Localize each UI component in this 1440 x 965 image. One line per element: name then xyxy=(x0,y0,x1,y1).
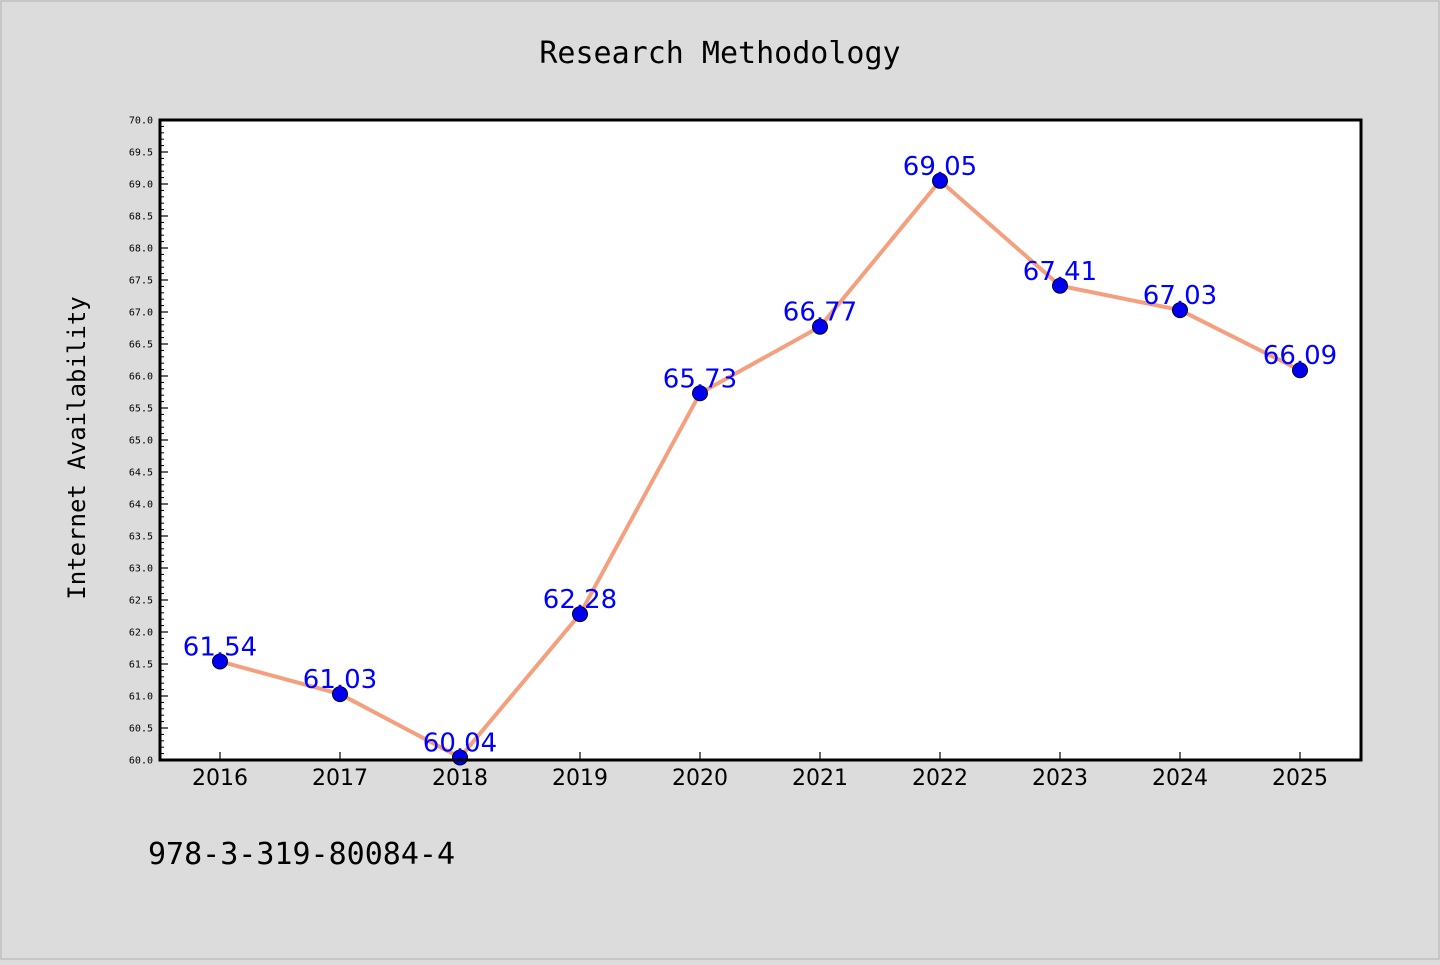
data-value-label: 62.28 xyxy=(543,585,617,615)
y-tick-label: 65.5 xyxy=(129,404,153,415)
y-tick-label: 64.5 xyxy=(129,468,153,479)
x-tick-label: 2017 xyxy=(312,766,368,791)
data-value-label: 60.04 xyxy=(423,728,497,758)
data-point-marker xyxy=(1052,277,1068,294)
data-point-marker xyxy=(1292,362,1308,379)
data-point-marker xyxy=(692,385,708,402)
data-value-label: 66.09 xyxy=(1263,341,1337,371)
data-point-marker xyxy=(332,686,348,703)
x-tick-label: 2025 xyxy=(1272,766,1328,791)
x-tick-label: 2023 xyxy=(1032,766,1088,791)
data-value-label: 67.03 xyxy=(1143,281,1217,311)
x-axis-ticks: 2016 2017 2018 2019 2020 2021 2022 2023 2024 2025 xyxy=(192,752,1328,791)
data-label-layer: 61.54 61.03 60.04 62.28 65.73 66.77 69.05 67.41… xyxy=(183,152,1337,759)
y-tick-label: 68.5 xyxy=(129,212,153,223)
y-tick-label: 60.5 xyxy=(129,724,153,735)
y-tick-label: 66.0 xyxy=(129,372,153,383)
data-point-marker xyxy=(572,606,588,623)
y-tick-label: 61.5 xyxy=(129,660,153,671)
y-tick-label: 69.5 xyxy=(129,148,153,159)
y-tick-label: 61.0 xyxy=(129,692,153,703)
y-axis-label: Internet Availability xyxy=(63,296,91,599)
y-tick-label: 60.0 xyxy=(129,756,153,767)
x-tick-label: 2024 xyxy=(1152,766,1208,791)
data-value-label: 69.05 xyxy=(903,152,977,182)
plot-frame xyxy=(158,118,1363,762)
y-tick-label: 63.5 xyxy=(129,532,153,543)
y-tick-label: 66.5 xyxy=(129,340,153,351)
data-point-marker xyxy=(1172,302,1188,319)
series-line xyxy=(218,178,1302,760)
data-value-label: 66.77 xyxy=(783,298,857,328)
y-tick-label: 62.0 xyxy=(129,628,153,639)
x-tick-label: 2019 xyxy=(552,766,608,791)
y-tick-label: 64.0 xyxy=(129,500,153,511)
y-tick-label: 62.5 xyxy=(129,596,153,607)
data-point-marker xyxy=(812,318,828,335)
footer-isbn: 978-3-319-80084-4 xyxy=(148,837,455,872)
x-tick-label: 2022 xyxy=(912,766,968,791)
data-value-label: 65.73 xyxy=(663,364,737,394)
data-value-label: 61.03 xyxy=(303,665,377,695)
y-tick-label: 63.0 xyxy=(129,564,153,575)
series-layer xyxy=(212,172,1308,766)
y-tick-label: 69.0 xyxy=(129,180,153,191)
x-tick-label: 2018 xyxy=(432,766,488,791)
y-tick-label: 70.0 xyxy=(129,116,153,127)
x-tick-label: 2016 xyxy=(192,766,248,791)
x-tick-label: 2021 xyxy=(792,766,848,791)
data-point-marker xyxy=(932,172,948,189)
y-tick-label: 67.5 xyxy=(129,276,153,287)
data-value-label: 67.41 xyxy=(1023,257,1097,287)
y-tick-label: 67.0 xyxy=(129,308,153,319)
data-point-marker xyxy=(212,653,228,670)
plot-area xyxy=(160,120,1361,760)
chart-title: Research Methodology xyxy=(539,36,900,71)
x-tick-label: 2020 xyxy=(672,766,728,791)
y-tick-label: 68.0 xyxy=(129,244,153,255)
y-tick-label: 65.0 xyxy=(129,436,153,447)
data-value-label: 61.54 xyxy=(183,632,257,662)
